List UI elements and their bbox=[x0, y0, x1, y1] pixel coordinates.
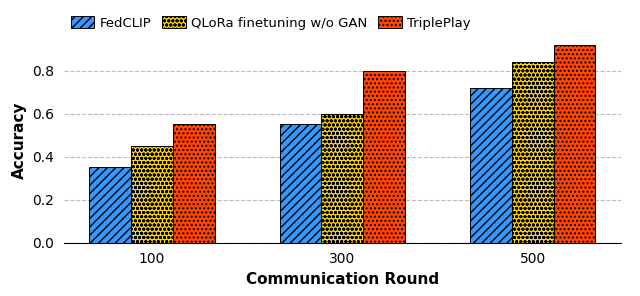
Bar bbox=[364, 71, 405, 243]
Bar bbox=[512, 62, 554, 243]
Bar bbox=[470, 88, 512, 243]
Bar bbox=[321, 114, 364, 243]
Legend: FedCLIP, QLoRa finetuning w/o GAN, TriplePlay: FedCLIP, QLoRa finetuning w/o GAN, Tripl… bbox=[70, 16, 470, 30]
Y-axis label: Accuracy: Accuracy bbox=[12, 102, 27, 179]
Bar bbox=[554, 45, 595, 243]
Bar bbox=[173, 125, 215, 243]
X-axis label: Communication Round: Communication Round bbox=[246, 272, 439, 287]
Bar bbox=[131, 146, 173, 243]
Bar bbox=[280, 125, 321, 243]
Bar bbox=[90, 168, 131, 243]
